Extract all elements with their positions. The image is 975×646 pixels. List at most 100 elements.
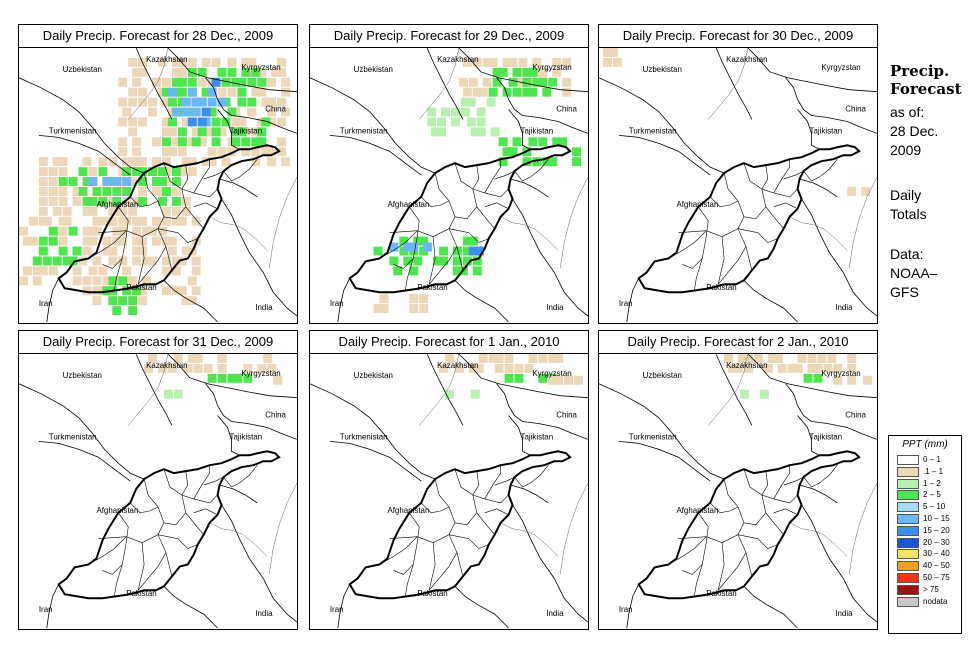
precip-cell [211,137,221,147]
precip-cell [177,256,187,266]
precip-cell [502,147,512,157]
precip-cell [211,117,221,127]
precip-cell [161,186,171,196]
legend-item: 15 – 20 [889,525,961,537]
precip-cell [217,353,227,363]
precip-cell [78,256,88,266]
province-border [143,479,165,535]
province-border [761,188,784,229]
panel-title: Daily Precip. Forecast for 29 Dec., 2009 [310,25,588,48]
data-source-line: GFS [890,284,919,300]
precip-cell [138,246,148,256]
country-border [797,109,820,150]
precip-cell [538,67,548,77]
province-border [494,170,515,180]
precip-cell [277,137,287,147]
precip-cell [389,242,399,252]
precip-cell [257,137,267,147]
province-border [484,465,501,500]
province-border [157,534,173,577]
province-border [472,165,480,190]
country-border [46,278,60,323]
precip-cell [221,157,231,167]
precip-cell [833,375,843,385]
precip-cell [173,353,183,363]
precip-cell [62,216,72,226]
precip-cell [108,246,118,256]
precip-cell [128,296,138,306]
precip-cell [452,246,462,256]
precip-cell [98,266,108,276]
precip-cell [743,363,753,373]
forecast-panel-dec30: Daily Precip. Forecast for 30 Dec., 2009… [598,24,878,324]
river [419,353,460,426]
precip-cell [163,389,173,399]
province-border [137,236,145,285]
precip-cell [267,107,277,117]
precip-cell [52,157,62,167]
legend-item: 10 – 15 [889,513,961,525]
precip-cell [243,373,253,383]
country-border [329,440,422,482]
precip-cell [48,226,58,236]
precip-cell [478,87,488,97]
precip-cell [462,246,472,256]
precip-cell [221,117,231,127]
precip-cell [52,206,62,216]
precip-cell [112,177,122,186]
precip-cell [738,353,747,363]
country-label-india: India [546,303,564,312]
afghanistan-outline [637,450,861,600]
precip-cell [452,266,462,276]
precip-cell [132,286,142,296]
country-border [747,47,877,93]
precip-cell [468,246,478,256]
country-label-china: China [265,105,286,114]
precip-cell [181,117,191,127]
country-border [599,383,725,480]
precip-cell [267,157,277,167]
province-border [773,508,798,516]
country-border [458,353,588,399]
precip-cell [233,373,243,383]
river [789,216,848,251]
precip-cell [724,353,734,363]
precip-cell [177,286,187,296]
as-of-label: as of: [890,104,925,120]
province-border [223,464,258,488]
province-border [379,230,418,259]
country-label-kyrgyzstan: Kyrgyzstan [532,63,571,72]
precip-cell [177,147,187,157]
legend-label: > 75 [923,584,939,594]
precip-cell [847,363,857,373]
legend-swatch [897,596,919,607]
precip-cell [108,276,118,286]
precip-cell [528,67,538,77]
country-border [337,584,351,629]
precip-cell [267,117,277,127]
precip-cell [608,47,618,57]
country-border [496,383,588,440]
precip-cell [231,137,241,147]
country-border [618,440,711,482]
province-border [428,246,458,285]
river [559,482,588,575]
precip-cell [167,97,177,107]
precip-cell [52,256,62,266]
precip-cell [267,147,277,157]
precip-cell [68,177,78,186]
precip-cell [58,226,68,236]
precip-cell [564,375,574,385]
precip-cell [538,373,548,383]
precip-cell [42,256,52,266]
precip-cell [439,246,449,256]
precip-cell [171,57,181,67]
precip-cell [171,256,181,266]
province-border [379,536,418,565]
precip-cell [177,67,187,77]
precip-cell [532,77,542,87]
precip-cell [177,127,187,137]
precip-map: Uzbekistan Kazakhstan Kyrgyzstan China Turkm… [19,353,297,629]
province-border [773,202,798,210]
precip-cell [181,97,191,107]
